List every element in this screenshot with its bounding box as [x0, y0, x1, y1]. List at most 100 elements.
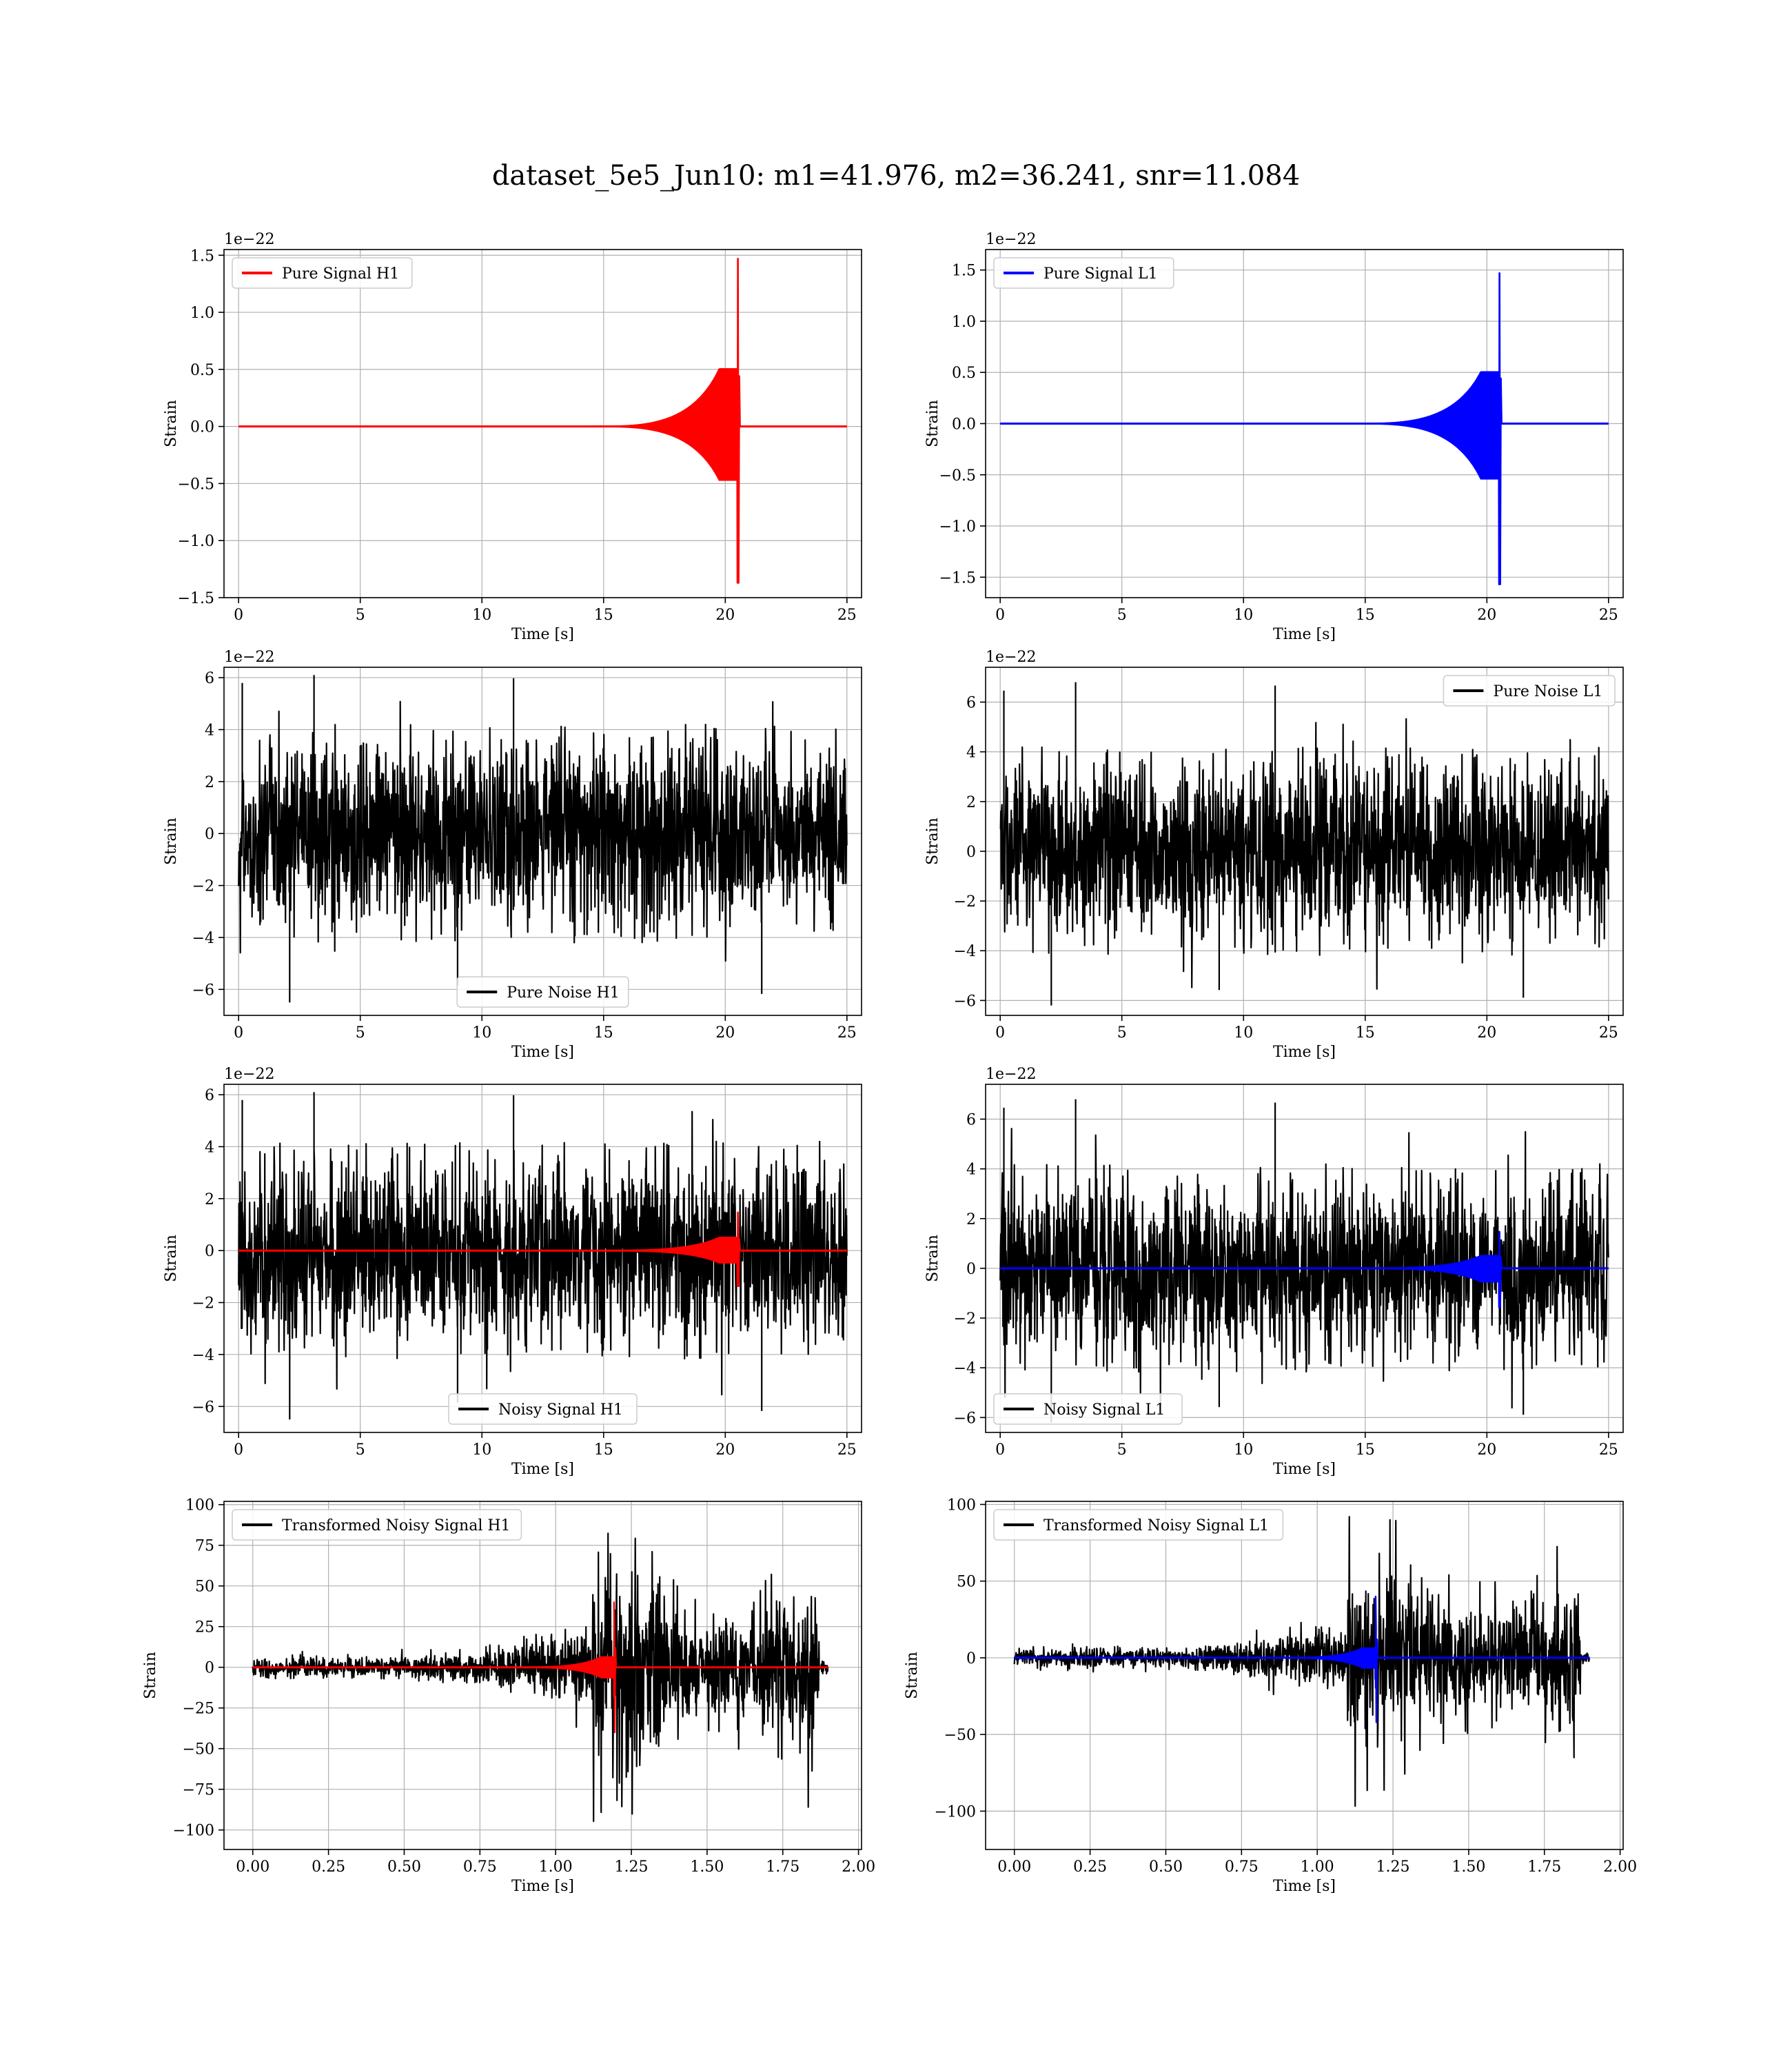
y-tick-label: 0.0 — [952, 416, 976, 434]
y-tick-label: −4 — [954, 1360, 976, 1377]
plot-area — [238, 675, 848, 1003]
series-chirp — [1271, 1595, 1379, 1723]
series-line — [238, 675, 848, 1003]
y-tick-label: −2 — [192, 1295, 214, 1312]
x-axis-label: Time [s] — [1273, 626, 1336, 643]
x-axis-label: Time [s] — [1273, 1044, 1336, 1061]
x-axis-label: Time [s] — [511, 1461, 574, 1478]
x-tick-label: 5 — [1117, 1441, 1127, 1459]
axis-offset-label: 1e−22 — [224, 231, 274, 248]
y-tick-label: 50 — [957, 1574, 976, 1591]
x-tick-label: 10 — [472, 607, 491, 624]
y-tick-label: 0 — [205, 1660, 214, 1677]
y-tick-label: −1.5 — [178, 590, 214, 607]
x-tick-label: 25 — [837, 1441, 857, 1459]
x-tick-label: 0 — [234, 1024, 243, 1042]
y-tick-label: 6 — [966, 1112, 976, 1129]
x-tick-label: 10 — [1234, 607, 1253, 624]
legend-label: Pure Noise L1 — [1493, 683, 1602, 700]
x-tick-label: 25 — [1599, 607, 1618, 624]
y-tick-label: 2 — [966, 1211, 976, 1228]
x-tick-label: 1.50 — [690, 1858, 724, 1876]
y-tick-label: −25 — [183, 1701, 214, 1718]
y-tick-label: −6 — [954, 993, 976, 1010]
x-tick-label: 0.50 — [1149, 1858, 1183, 1876]
x-tick-label: 20 — [1477, 607, 1496, 624]
y-axis-label: Strain — [163, 400, 180, 447]
x-tick-label: 1.00 — [539, 1858, 573, 1876]
y-axis-label: Strain — [924, 400, 941, 447]
y-tick-label: −4 — [954, 943, 976, 960]
x-tick-label: 0.75 — [1225, 1858, 1259, 1876]
panel-noisy-signal-h1: 0 5 10 15 20 25 −6 −4 −2 0 2 4 6 1e−22 Time [s] Strain N… — [163, 1066, 862, 1478]
panel-transformed-noisy-signal-l1: 0.00 0.25 0.50 0.75 1.00 1.25 1.50 1.75 2.00 −100… — [904, 1497, 1637, 1895]
x-tick-label: 25 — [837, 1024, 857, 1042]
legend: Transformed Noisy Signal L1 — [993, 1509, 1284, 1541]
x-tick-label: 1.25 — [615, 1858, 649, 1876]
x-tick-label: 1.25 — [1376, 1858, 1410, 1876]
y-tick-label: 0 — [966, 1650, 976, 1667]
x-tick-label: 15 — [594, 607, 613, 624]
x-tick-label: 0 — [995, 607, 1005, 624]
y-tick-label: 0.0 — [190, 419, 214, 436]
axes-frame — [985, 1501, 1624, 1850]
y-tick-label: 4 — [205, 722, 214, 739]
y-axis-label: Strain — [904, 1652, 921, 1699]
x-tick-label: 5 — [356, 1024, 365, 1042]
y-tick-label: 0 — [966, 1261, 976, 1278]
x-tick-label: 15 — [1356, 607, 1375, 624]
x-axis-label: Time [s] — [511, 1878, 574, 1895]
x-tick-label: 2.00 — [1603, 1858, 1637, 1876]
y-tick-label: −50 — [183, 1741, 214, 1758]
x-tick-label: 15 — [594, 1024, 613, 1042]
x-axis-label: Time [s] — [511, 626, 574, 643]
x-tick-label: 10 — [472, 1441, 491, 1459]
y-tick-label: 6 — [205, 1087, 214, 1104]
y-tick-label: −0.5 — [939, 467, 976, 485]
y-tick-label: 0.5 — [952, 365, 976, 382]
legend-box — [456, 976, 629, 1008]
y-tick-label: 4 — [966, 1162, 976, 1179]
axes-frame — [223, 249, 862, 598]
x-tick-label: 25 — [837, 607, 857, 624]
legend: Noisy Signal L1 — [993, 1393, 1183, 1425]
plot-area — [1000, 272, 1609, 585]
plot-area — [999, 1099, 1609, 1423]
legend-box — [232, 257, 413, 289]
legend-label: Transformed Noisy Signal H1 — [282, 1517, 511, 1534]
x-tick-label: 1.50 — [1452, 1858, 1485, 1876]
plot-area — [252, 1532, 829, 1823]
series-line — [999, 682, 1609, 1006]
y-axis-label: Strain — [924, 818, 941, 865]
y-tick-label: −1.5 — [939, 569, 976, 587]
y-tick-label: 0 — [966, 844, 976, 861]
y-tick-label: −2 — [954, 1310, 976, 1328]
x-tick-label: 0.00 — [997, 1858, 1031, 1876]
x-tick-label: 1.00 — [1301, 1858, 1334, 1876]
series-chirp — [1352, 1230, 1503, 1308]
y-tick-label: −4 — [192, 1347, 214, 1364]
y-tick-label: −100 — [935, 1803, 976, 1821]
axis-offset-label: 1e−22 — [986, 649, 1036, 666]
y-tick-label: 75 — [195, 1538, 214, 1555]
series-chirp — [591, 258, 741, 584]
x-tick-label: 15 — [1356, 1441, 1375, 1459]
y-axis-label: Strain — [163, 818, 180, 865]
y-tick-label: 0 — [205, 826, 214, 843]
x-tick-label: 0.50 — [387, 1858, 421, 1876]
x-axis-label: Time [s] — [1273, 1878, 1336, 1895]
x-tick-label: 0.00 — [236, 1858, 269, 1876]
x-tick-label: 10 — [1234, 1024, 1253, 1042]
y-tick-label: −1.0 — [939, 518, 976, 536]
x-tick-label: 1.75 — [1527, 1858, 1561, 1876]
series-chirp — [591, 1211, 741, 1287]
legend-label: Pure Signal L1 — [1043, 265, 1158, 283]
x-tick-label: 15 — [1356, 1024, 1375, 1042]
axis-offset-label: 1e−22 — [986, 231, 1036, 248]
x-axis-label: Time [s] — [1273, 1461, 1336, 1478]
panel-pure-signal-l1: 0 5 10 15 20 25 −1.5 −1.0 −0.5 0.0 0.5 1.0 1.5 1e−22 T… — [924, 231, 1624, 643]
legend-box — [1443, 675, 1616, 707]
legend: Pure Noise L1 — [1443, 675, 1616, 707]
axes-frame — [985, 667, 1624, 1016]
x-tick-label: 5 — [356, 607, 365, 624]
